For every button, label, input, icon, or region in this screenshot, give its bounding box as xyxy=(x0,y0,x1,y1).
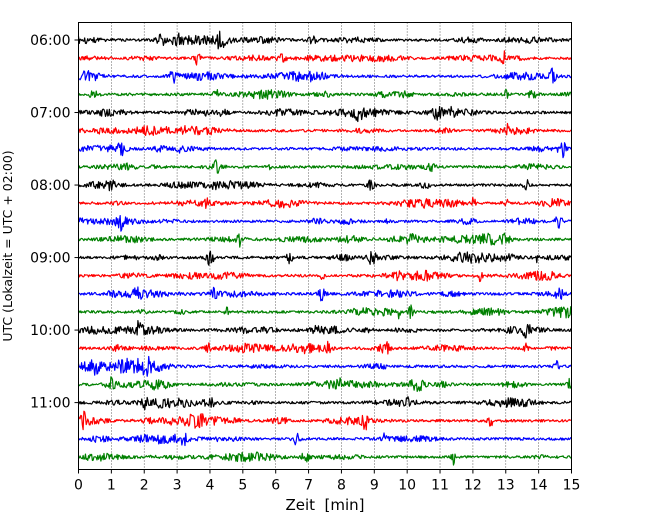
x-tick-label: 11 xyxy=(431,478,449,494)
y-tick-label: 11:00 xyxy=(30,396,70,412)
x-tick-label: 4 xyxy=(206,478,215,494)
y-tick-label: 09:00 xyxy=(30,251,70,267)
x-tick-label: 12 xyxy=(464,478,482,494)
trace-1100 xyxy=(78,396,573,411)
x-tick-label: 10 xyxy=(398,478,416,494)
y-tick-label: 08:00 xyxy=(30,178,70,194)
trace-1000 xyxy=(77,320,572,339)
x-tick-label: 1 xyxy=(107,478,116,494)
trace-0645 xyxy=(78,88,573,100)
trace-1045 xyxy=(78,376,573,393)
x-tick-label: 5 xyxy=(238,478,247,494)
trace-0630 xyxy=(78,67,573,84)
trace-0915 xyxy=(77,269,572,283)
trace-layer xyxy=(77,30,573,466)
x-tick-label: 6 xyxy=(271,478,280,494)
trace-0900 xyxy=(77,250,572,266)
trace-0615 xyxy=(78,50,573,66)
x-axis-label: Zeit [min] xyxy=(285,496,364,514)
x-tick-label: 15 xyxy=(563,478,581,494)
x-tick-label: 3 xyxy=(173,478,182,494)
trace-0700 xyxy=(77,105,572,123)
vertical-grid xyxy=(111,22,539,470)
trace-0600 xyxy=(77,30,573,50)
x-tick-label: 2 xyxy=(140,478,149,494)
x-tick-label: 0 xyxy=(74,478,83,494)
trace-0930 xyxy=(78,286,573,302)
trace-1030 xyxy=(77,355,572,377)
y-tick-label: 06:00 xyxy=(30,33,70,49)
x-tick-label: 13 xyxy=(497,478,515,494)
x-axis: 0 1 2 3 4 5 6 7 8 9 10 11 12 13 14 15 xyxy=(74,469,581,494)
x-tick-label: 9 xyxy=(370,478,379,494)
trace-0945 xyxy=(78,304,573,320)
trace-0830 xyxy=(77,214,572,232)
y-axis: 06:00 07:00 08:00 09:00 10:00 11:00 xyxy=(30,33,79,412)
trace-1145 xyxy=(78,451,572,466)
y-tick-label: 10:00 xyxy=(30,323,70,339)
plot-frame xyxy=(78,22,572,470)
x-tick-label: 8 xyxy=(337,478,346,494)
trace-0815 xyxy=(78,196,572,210)
trace-0845 xyxy=(77,232,573,248)
trace-0715 xyxy=(78,122,572,136)
trace-0730 xyxy=(78,142,572,159)
trace-1115 xyxy=(77,410,572,431)
x-tick-label: 7 xyxy=(304,478,313,494)
y-tick-label: 07:00 xyxy=(30,106,70,122)
y-axis-label: UTC (Lokalzeit = UTC + 02:00) xyxy=(0,150,15,341)
trace-1015 xyxy=(78,340,573,355)
trace-1130 xyxy=(77,432,572,447)
trace-0745 xyxy=(77,159,572,174)
trace-0800 xyxy=(77,179,572,192)
x-tick-label: 14 xyxy=(530,478,548,494)
